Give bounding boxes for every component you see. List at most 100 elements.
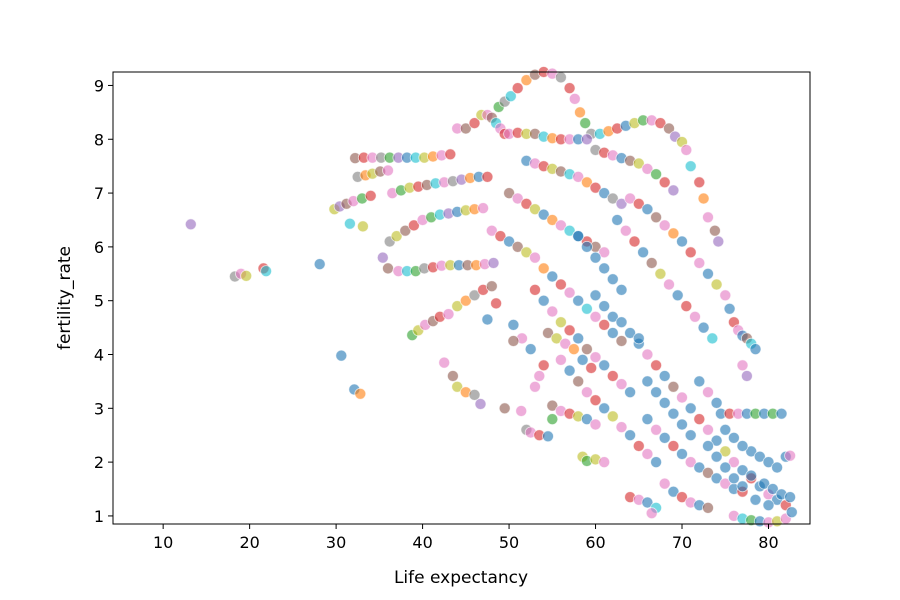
data-point — [658, 477, 671, 490]
data-point — [589, 394, 602, 407]
data-point — [658, 176, 671, 189]
data-point — [628, 235, 641, 248]
data-point — [503, 235, 516, 248]
data-point — [546, 270, 559, 283]
data-point — [343, 217, 356, 230]
data-point — [771, 461, 783, 474]
data-point — [537, 208, 550, 221]
data-point — [537, 262, 550, 275]
data-point — [611, 214, 624, 226]
data-point — [550, 332, 563, 345]
data-point — [511, 82, 524, 94]
data-point — [641, 203, 654, 216]
data-point — [719, 477, 732, 490]
data-point — [581, 413, 593, 426]
data-point — [390, 230, 403, 243]
data-point — [589, 351, 602, 364]
data-point — [615, 335, 628, 347]
data-point — [702, 466, 714, 479]
data-point — [533, 370, 546, 382]
x-tick-label: 70 — [672, 533, 692, 552]
data-point — [615, 316, 628, 329]
data-point — [676, 491, 688, 504]
data-point — [474, 398, 487, 410]
data-point — [576, 353, 589, 366]
y-tick-label: 5 — [94, 292, 104, 311]
data-point — [632, 157, 645, 170]
data-point — [663, 122, 675, 135]
data-point — [702, 423, 714, 436]
data-point — [537, 359, 550, 372]
x-tick-label: 80 — [758, 533, 778, 552]
data-point — [658, 396, 671, 409]
data-point — [559, 337, 572, 350]
data-point — [487, 257, 500, 269]
data-point — [710, 278, 723, 291]
data-point — [598, 359, 611, 372]
data-point — [684, 402, 697, 415]
data-point — [615, 378, 628, 391]
data-point — [702, 211, 714, 224]
data-point — [723, 302, 736, 315]
data-point — [524, 343, 537, 356]
data-point — [736, 464, 749, 477]
data-point — [555, 71, 567, 84]
data-point — [728, 456, 740, 469]
data-point — [481, 313, 494, 326]
data-point — [693, 375, 706, 388]
data-point — [663, 278, 675, 291]
data-point — [645, 507, 658, 520]
data-point — [589, 251, 602, 264]
data-point — [542, 430, 554, 443]
data-point — [693, 461, 706, 474]
data-point — [745, 469, 758, 482]
y-axis-label: fertility_rate — [55, 246, 75, 350]
data-point — [399, 224, 412, 237]
data-point — [719, 445, 732, 458]
x-tick-label: 50 — [499, 533, 519, 552]
data-point — [749, 343, 762, 356]
data-point — [184, 218, 197, 231]
x-tick-label: 30 — [326, 533, 346, 552]
data-point — [702, 440, 714, 452]
data-point — [376, 251, 389, 264]
data-point — [637, 246, 649, 259]
data-point — [719, 461, 732, 474]
data-point — [382, 164, 394, 177]
data-point — [697, 192, 710, 205]
data-point — [572, 294, 585, 307]
data-point — [581, 343, 593, 356]
data-point — [710, 472, 723, 485]
data-point — [589, 310, 602, 323]
data-point — [511, 192, 524, 205]
data-point — [546, 305, 559, 318]
y-tick-label: 2 — [94, 453, 104, 472]
data-point — [785, 506, 798, 519]
data-point — [442, 308, 455, 321]
x-tick-label: 10 — [153, 533, 173, 552]
data-point — [468, 289, 481, 302]
data-point — [546, 413, 559, 426]
data-point — [736, 359, 749, 372]
data-point — [702, 501, 714, 514]
data-point — [529, 283, 541, 296]
data-point — [581, 302, 593, 315]
data-point — [680, 144, 693, 156]
data-point — [684, 456, 697, 469]
data-point — [555, 316, 567, 329]
data-point — [712, 235, 725, 248]
data-point — [641, 162, 654, 175]
data-point — [784, 491, 796, 504]
data-point — [568, 93, 581, 105]
data-point — [667, 184, 680, 197]
data-point — [572, 332, 585, 345]
x-tick-label: 60 — [585, 533, 605, 552]
data-point — [641, 496, 654, 509]
data-point — [529, 203, 541, 216]
data-point — [485, 280, 498, 293]
data-point — [606, 310, 619, 323]
data-point — [477, 202, 490, 215]
data-point — [676, 235, 688, 248]
data-point — [555, 278, 567, 291]
